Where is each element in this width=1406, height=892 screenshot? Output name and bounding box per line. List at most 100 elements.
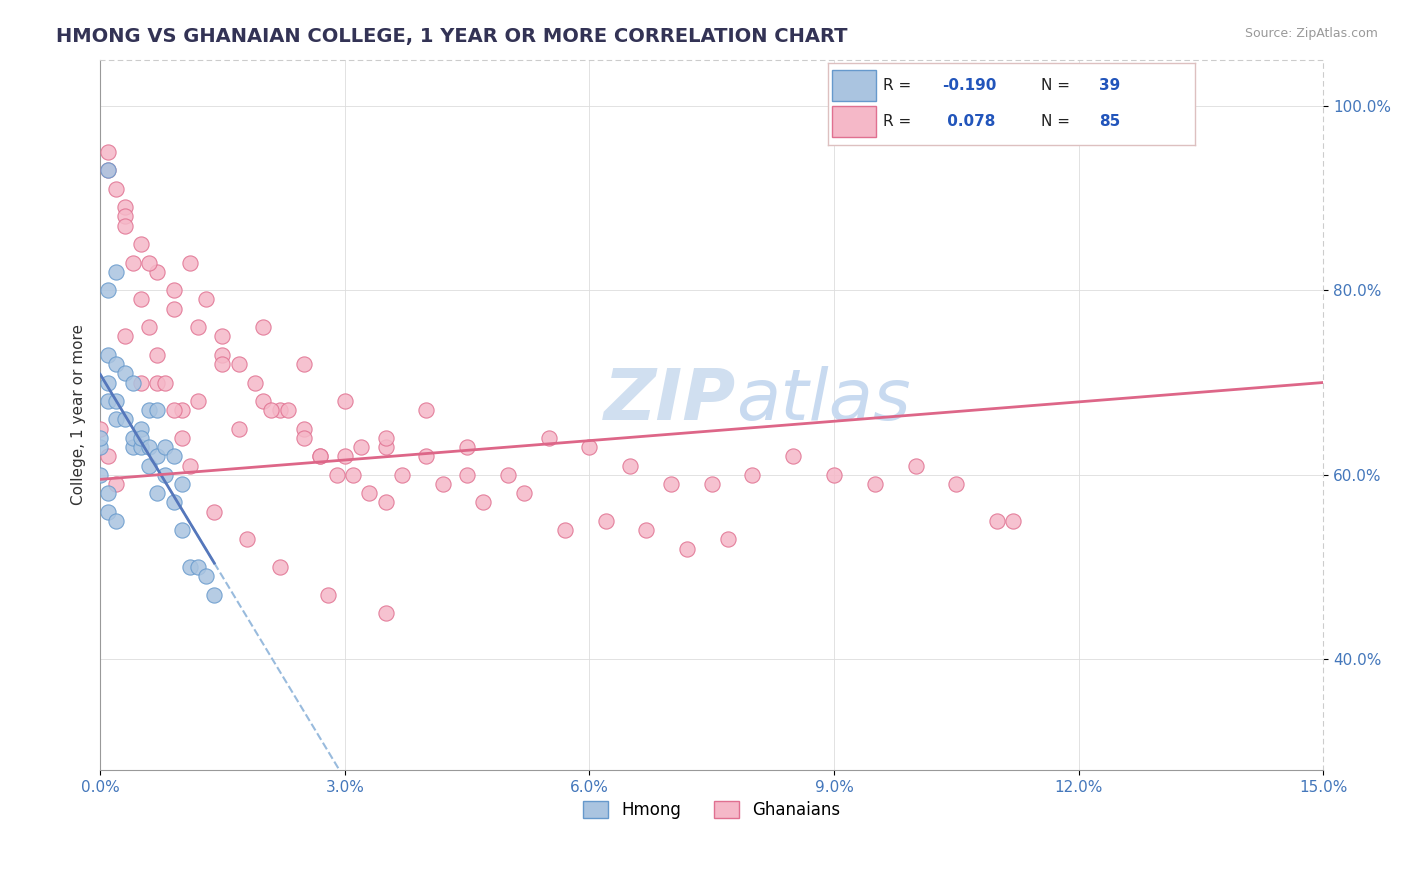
- Point: [129, 376, 152, 390]
- Point: [595, 514, 617, 528]
- Point: [374, 606, 396, 620]
- Point: [342, 467, 364, 482]
- Legend: Hmong, Ghanaians: Hmong, Ghanaians: [576, 794, 848, 826]
- Point: [97, 283, 120, 297]
- Point: [97, 486, 120, 500]
- Point: [636, 523, 658, 537]
- Point: [195, 293, 218, 307]
- Point: [155, 467, 177, 482]
- Point: [537, 431, 560, 445]
- Point: [554, 523, 576, 537]
- Point: [105, 514, 128, 528]
- Text: HMONG VS GHANAIAN COLLEGE, 1 YEAR OR MORE CORRELATION CHART: HMONG VS GHANAIAN COLLEGE, 1 YEAR OR MOR…: [56, 27, 848, 45]
- Point: [292, 357, 315, 371]
- Point: [202, 588, 225, 602]
- Point: [138, 403, 160, 417]
- Point: [89, 431, 111, 445]
- Point: [146, 348, 169, 362]
- Point: [105, 182, 128, 196]
- Point: [211, 357, 233, 371]
- Point: [243, 376, 266, 390]
- Point: [374, 495, 396, 509]
- Point: [359, 486, 381, 500]
- Point: [904, 458, 927, 473]
- Point: [252, 394, 274, 409]
- Point: [97, 450, 120, 464]
- Point: [863, 477, 886, 491]
- Y-axis label: College, 1 year or more: College, 1 year or more: [72, 325, 86, 505]
- Point: [89, 440, 111, 454]
- Point: [415, 450, 437, 464]
- Point: [105, 394, 128, 409]
- Point: [179, 255, 201, 269]
- Point: [309, 450, 332, 464]
- Point: [472, 495, 495, 509]
- Point: [129, 293, 152, 307]
- Point: [269, 560, 291, 574]
- Point: [105, 477, 128, 491]
- Point: [114, 329, 136, 343]
- Point: [105, 265, 128, 279]
- Point: [676, 541, 699, 556]
- Point: [496, 467, 519, 482]
- Point: [146, 403, 169, 417]
- Point: [986, 514, 1008, 528]
- Point: [456, 467, 478, 482]
- Point: [105, 412, 128, 426]
- Point: [741, 467, 763, 482]
- Point: [114, 366, 136, 380]
- Point: [456, 440, 478, 454]
- Point: [260, 403, 283, 417]
- Point: [146, 486, 169, 500]
- Point: [97, 376, 120, 390]
- Point: [179, 458, 201, 473]
- Point: [228, 422, 250, 436]
- Point: [318, 588, 340, 602]
- Point: [619, 458, 641, 473]
- Point: [97, 145, 120, 159]
- Point: [717, 533, 740, 547]
- Point: [309, 450, 332, 464]
- Point: [114, 219, 136, 233]
- Point: [129, 237, 152, 252]
- Point: [415, 403, 437, 417]
- Point: [578, 440, 600, 454]
- Point: [129, 431, 152, 445]
- Point: [129, 422, 152, 436]
- Point: [89, 467, 111, 482]
- Point: [659, 477, 682, 491]
- Point: [374, 431, 396, 445]
- Point: [228, 357, 250, 371]
- Point: [89, 422, 111, 436]
- Point: [432, 477, 454, 491]
- Point: [97, 505, 120, 519]
- Point: [782, 450, 804, 464]
- Point: [162, 450, 184, 464]
- Point: [114, 200, 136, 214]
- Point: [155, 440, 177, 454]
- Point: [162, 301, 184, 316]
- Point: [146, 376, 169, 390]
- Point: [202, 505, 225, 519]
- Point: [162, 283, 184, 297]
- Point: [146, 265, 169, 279]
- Point: [823, 467, 845, 482]
- Point: [121, 440, 143, 454]
- Point: [170, 403, 193, 417]
- Point: [195, 569, 218, 583]
- Point: [236, 533, 259, 547]
- Point: [138, 440, 160, 454]
- Point: [138, 320, 160, 334]
- Point: [700, 477, 723, 491]
- Point: [325, 467, 347, 482]
- Point: [391, 467, 413, 482]
- Text: ZIP: ZIP: [605, 366, 737, 435]
- Point: [374, 440, 396, 454]
- Point: [292, 422, 315, 436]
- Point: [97, 163, 120, 178]
- Point: [252, 320, 274, 334]
- Point: [114, 412, 136, 426]
- Point: [179, 560, 201, 574]
- Point: [105, 357, 128, 371]
- Point: [170, 523, 193, 537]
